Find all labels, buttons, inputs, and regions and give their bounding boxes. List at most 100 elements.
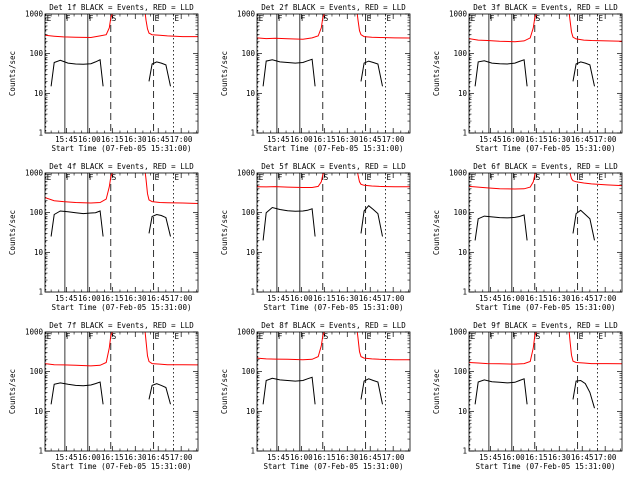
series-events-line bbox=[50, 59, 104, 87]
marker-label: F bbox=[66, 14, 71, 23]
y-tick-label: 100 bbox=[29, 367, 43, 376]
series-lld-line bbox=[257, 173, 325, 188]
x-tick-label: 16:00 bbox=[290, 135, 313, 144]
marker-label: E bbox=[599, 332, 604, 341]
x-axis-label: Start Time (07-Feb-05 15:31:00) bbox=[52, 462, 192, 471]
panel-det-3: Det 3f BLACK = Events, RED = LLD 1 10 100 10… bbox=[432, 3, 623, 153]
x-tick-label: 16:45 bbox=[571, 453, 594, 462]
x-tick-label: 16:45 bbox=[147, 294, 170, 303]
x-tick-label: 16:15 bbox=[525, 135, 548, 144]
marker-label: E bbox=[599, 14, 604, 23]
x-tick-label: 17:00 bbox=[594, 453, 617, 462]
x-tick-label: 17:00 bbox=[382, 453, 405, 462]
plot-frame bbox=[44, 13, 199, 134]
y-tick-label: 10 bbox=[246, 89, 256, 98]
y-tick-label: 10 bbox=[34, 89, 44, 98]
x-axis-label: Start Time (07-Feb-05 15:31:00) bbox=[52, 144, 192, 153]
marker-label: E bbox=[367, 14, 372, 23]
panel-det-9: Det 9f BLACK = Events, RED = LLD 1 10 100 10… bbox=[432, 321, 623, 471]
plot-frame bbox=[468, 13, 623, 134]
y-tick-label: 100 bbox=[241, 49, 255, 58]
series-lld-line bbox=[356, 14, 410, 39]
y-tick-label: 1000 bbox=[25, 328, 44, 337]
marker-label: F bbox=[490, 14, 495, 23]
series-events-line bbox=[50, 381, 104, 405]
series-events-line bbox=[572, 61, 595, 87]
marker-label: S bbox=[112, 332, 117, 341]
y-tick-label: 1 bbox=[38, 129, 43, 138]
x-tick-label: 16:15 bbox=[101, 135, 124, 144]
y-tick-label: 1000 bbox=[25, 169, 44, 178]
x-tick-label: 16:00 bbox=[78, 294, 101, 303]
x-tick-label: 16:30 bbox=[548, 453, 571, 462]
marker-label: E bbox=[471, 173, 476, 182]
x-tick-label: 16:45 bbox=[359, 294, 382, 303]
series-events-line bbox=[360, 205, 383, 237]
y-tick-label: 1000 bbox=[25, 10, 44, 19]
x-tick-label: 15:45 bbox=[267, 294, 290, 303]
panel-title: Det 3f BLACK = Events, RED = LLD bbox=[473, 3, 618, 12]
marker-label: E bbox=[259, 173, 264, 182]
x-tick-label: 16:30 bbox=[124, 453, 147, 462]
y-axis-label: Counts/sec bbox=[8, 369, 17, 414]
marker-label: E bbox=[367, 332, 372, 341]
y-tick-label: 10 bbox=[34, 407, 44, 416]
panel-det-4: Det 4f BLACK = Events, RED = LLD 1 10 100 10… bbox=[8, 162, 199, 312]
plot-frame bbox=[44, 172, 199, 293]
y-axis-label: Counts/sec bbox=[220, 369, 229, 414]
y-tick-label: 10 bbox=[458, 89, 468, 98]
panel-det-7: Det 7f BLACK = Events, RED = LLD 1 10 100 10… bbox=[8, 321, 199, 471]
series-events-line bbox=[474, 214, 528, 241]
series-lld-line bbox=[257, 332, 325, 361]
series-lld-line bbox=[257, 14, 325, 40]
y-tick-label: 1 bbox=[462, 447, 467, 456]
panel-title: Det 6f BLACK = Events, RED = LLD bbox=[473, 162, 618, 171]
series-events-line bbox=[50, 210, 104, 237]
marker-label: E bbox=[259, 332, 264, 341]
marker-label: S bbox=[112, 14, 117, 23]
marker-label: F bbox=[301, 332, 306, 341]
marker-label: E bbox=[155, 14, 160, 23]
marker-label: E bbox=[367, 173, 372, 182]
x-tick-label: 17:00 bbox=[382, 294, 405, 303]
x-tick-label: 16:00 bbox=[78, 135, 101, 144]
series-events-line bbox=[262, 58, 316, 87]
y-tick-label: 1 bbox=[250, 288, 255, 297]
y-tick-label: 100 bbox=[241, 208, 255, 217]
x-tick-label: 16:30 bbox=[548, 294, 571, 303]
x-tick-label: 16:15 bbox=[313, 135, 336, 144]
x-tick-label: 15:45 bbox=[55, 453, 78, 462]
series-lld-line bbox=[568, 14, 622, 42]
marker-label: F bbox=[278, 14, 283, 23]
marker-label: S bbox=[536, 332, 541, 341]
x-tick-label: 16:00 bbox=[502, 135, 525, 144]
series-events-line bbox=[262, 376, 316, 405]
series-lld-line bbox=[45, 332, 113, 367]
panel-det-6: Det 6f BLACK = Events, RED = LLD 1 10 100 10… bbox=[432, 162, 623, 312]
series-lld-line bbox=[45, 14, 113, 39]
x-tick-label: 15:45 bbox=[55, 294, 78, 303]
y-axis-label: Counts/sec bbox=[432, 210, 441, 255]
y-tick-label: 100 bbox=[241, 367, 255, 376]
panel-title: Det 5f BLACK = Events, RED = LLD bbox=[261, 162, 406, 171]
x-tick-label: 16:15 bbox=[101, 294, 124, 303]
marker-label: E bbox=[387, 173, 392, 182]
y-tick-label: 1 bbox=[462, 288, 467, 297]
x-tick-label: 15:45 bbox=[55, 135, 78, 144]
series-events-line bbox=[262, 206, 316, 241]
series-events-line bbox=[360, 60, 383, 87]
marker-label: E bbox=[471, 332, 476, 341]
y-tick-label: 1000 bbox=[449, 169, 468, 178]
panel-det-8: Det 8f BLACK = Events, RED = LLD 1 10 100 10… bbox=[220, 321, 411, 471]
y-tick-label: 1 bbox=[462, 129, 467, 138]
series-events-line bbox=[148, 61, 171, 87]
x-tick-label: 16:15 bbox=[525, 453, 548, 462]
marker-label: F bbox=[513, 173, 518, 182]
marker-label: E bbox=[47, 332, 52, 341]
x-tick-label: 15:45 bbox=[479, 135, 502, 144]
marker-label: E bbox=[579, 332, 584, 341]
marker-label: F bbox=[278, 173, 283, 182]
panel-det-5: Det 5f BLACK = Events, RED = LLD 1 10 100 10… bbox=[220, 162, 411, 312]
